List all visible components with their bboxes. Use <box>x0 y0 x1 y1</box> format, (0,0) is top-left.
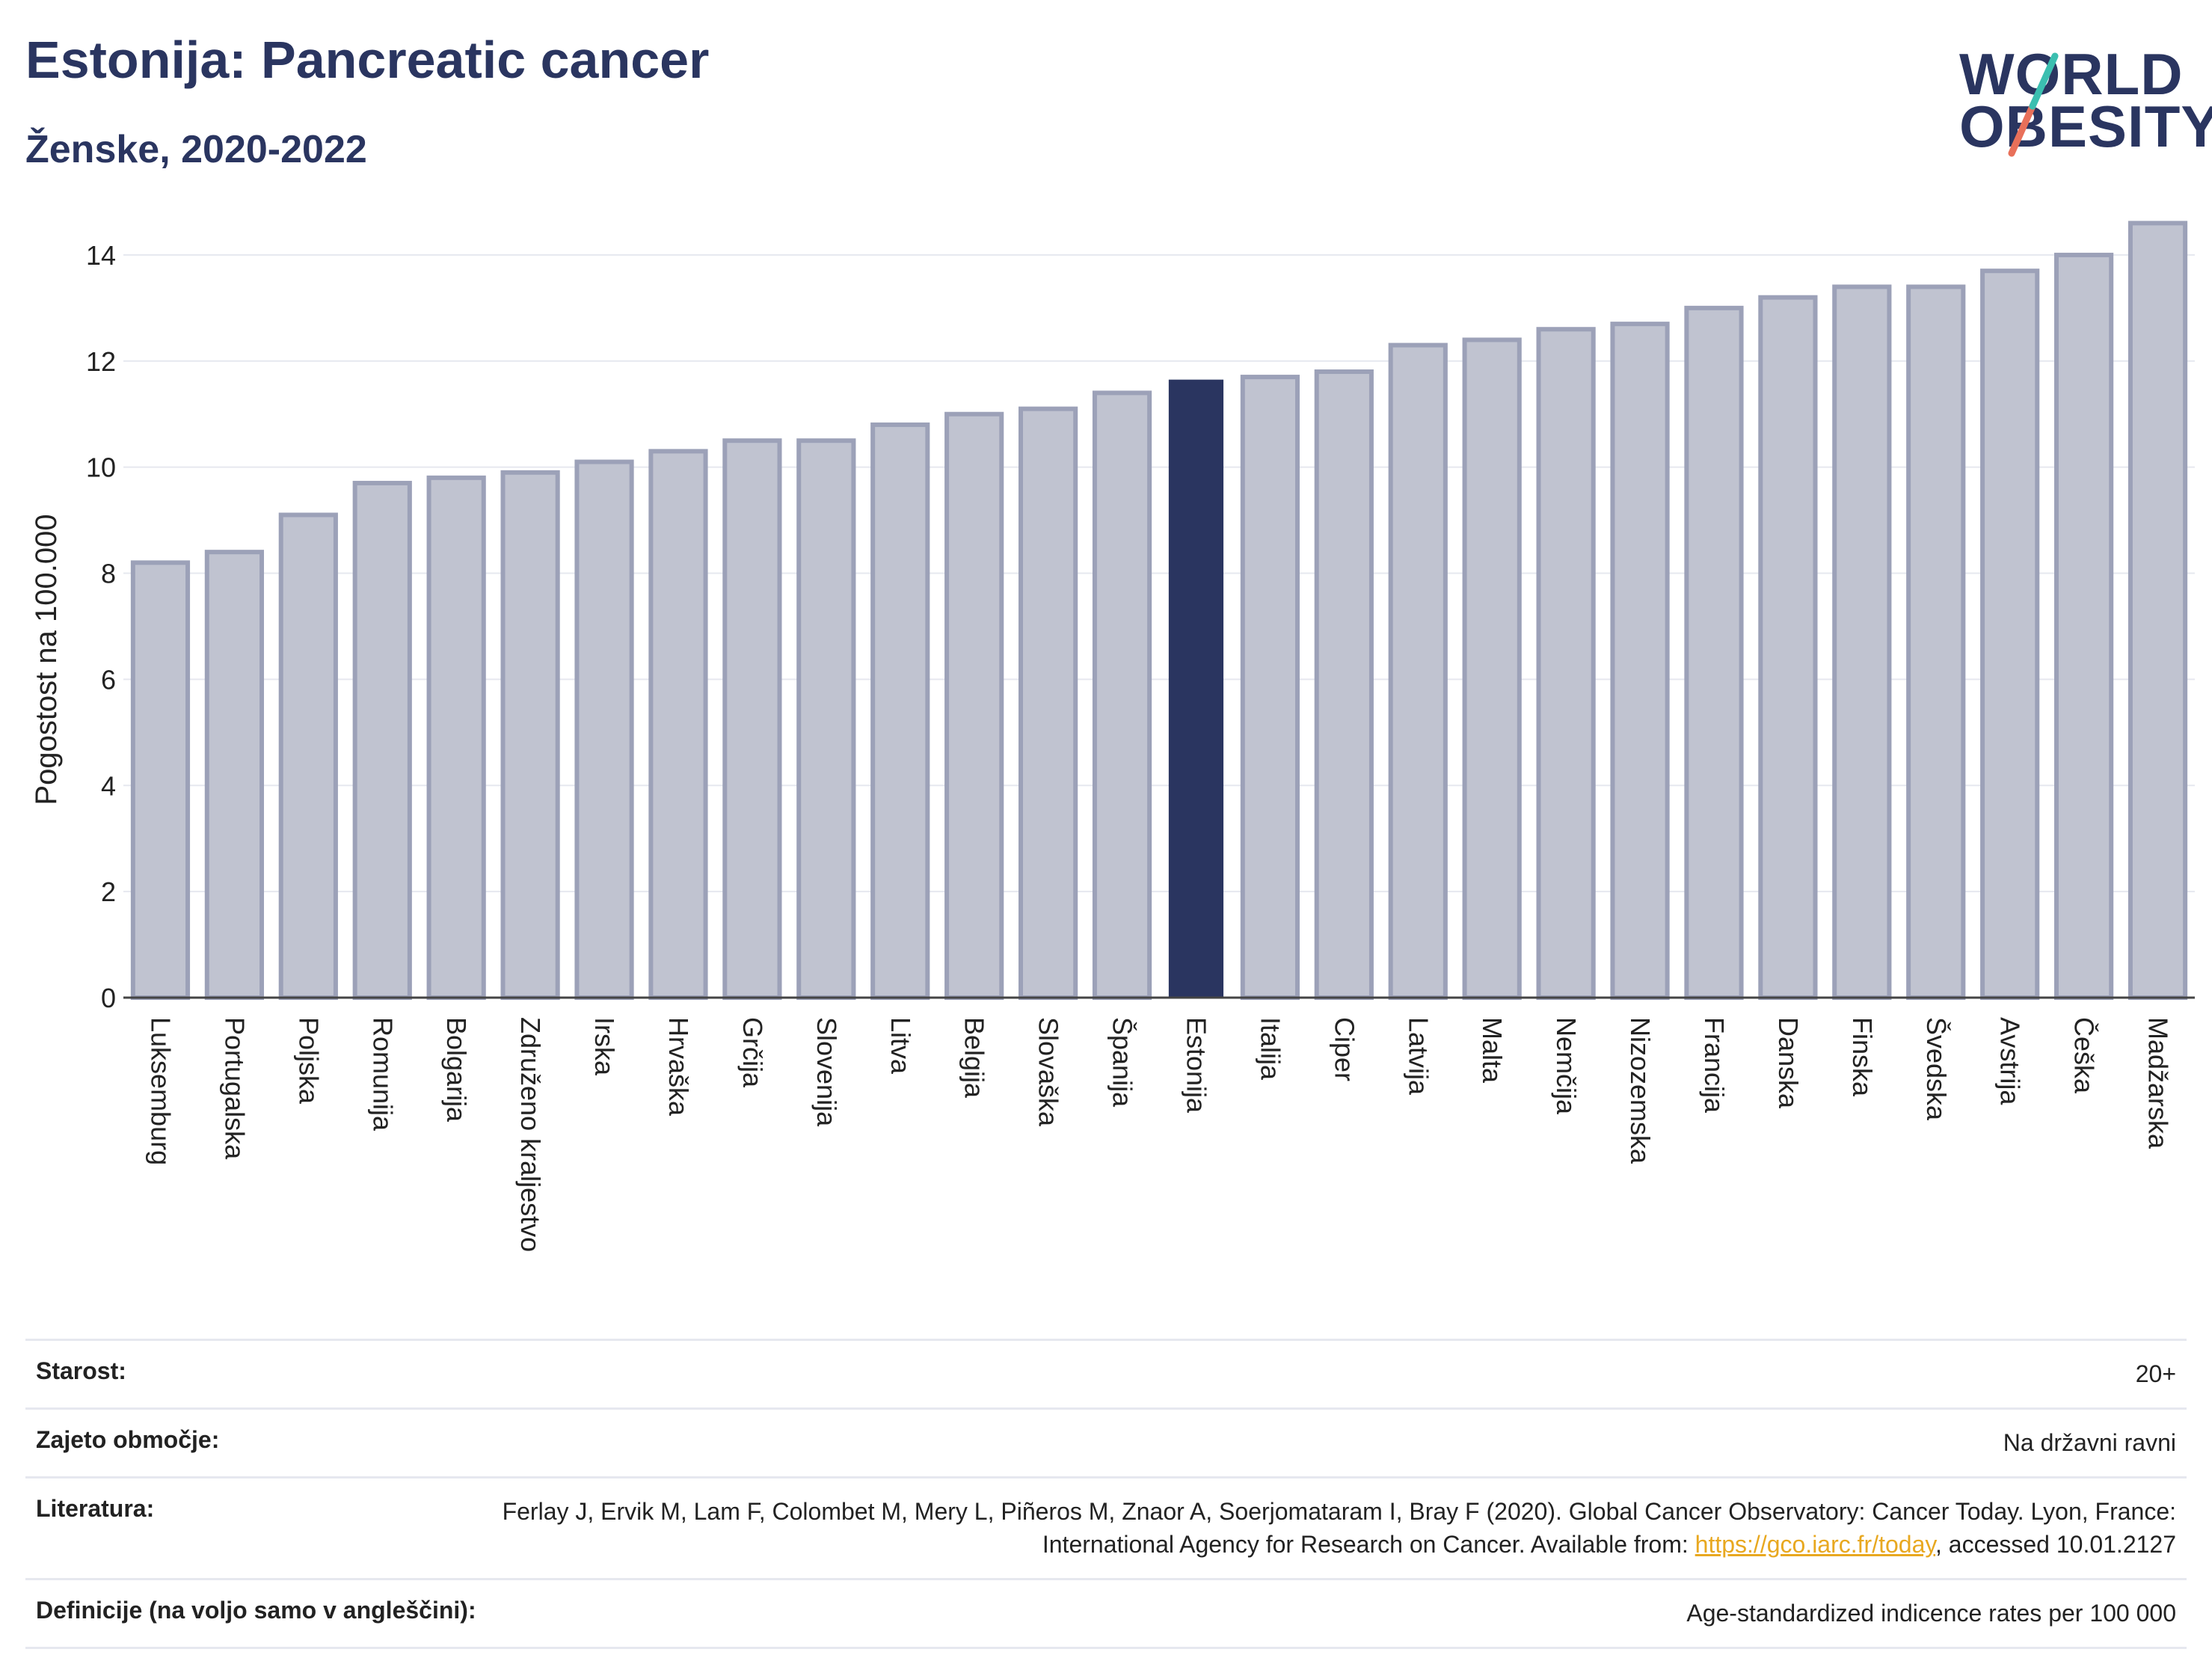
y-tick-label: 2 <box>101 876 116 907</box>
age-value: 20+ <box>2135 1360 2176 1387</box>
x-tick-label: Estonija <box>1181 1017 1211 1114</box>
x-tick-label: Nemčija <box>1551 1017 1582 1115</box>
bar-2 <box>278 512 338 1000</box>
x-tick-label: Madžarska <box>2143 1017 2174 1149</box>
bar-4 <box>426 475 486 1000</box>
x-tick-label: Danska <box>1773 1017 1804 1109</box>
x-tick-label: Romunija <box>367 1017 398 1132</box>
chart-subtitle: Ženske, 2020-2022 <box>25 128 367 171</box>
x-tick-label: Malta <box>1477 1017 1508 1084</box>
bar-19 <box>1536 327 1596 1001</box>
x-tick-label: Poljska <box>293 1017 324 1105</box>
x-tick-label: Slovaška <box>1033 1017 1064 1127</box>
bar-1 <box>204 550 264 1001</box>
x-tick-label: Ciper <box>1329 1017 1360 1081</box>
bar-5 <box>500 470 560 1000</box>
bar-24 <box>1906 284 1966 1000</box>
bar-26 <box>2054 252 2114 1000</box>
x-tick-label: Češka <box>2069 1017 2100 1094</box>
meta-row-area: Zajeto območje: Na državni ravni <box>25 1407 2187 1476</box>
x-tick-label: Portugalska <box>219 1017 250 1160</box>
bar-6 <box>574 459 634 1001</box>
y-tick-label: 14 <box>86 240 116 271</box>
age-label: Starost: <box>36 1357 126 1384</box>
bar-13 <box>1092 390 1152 1000</box>
bar-20 <box>1610 322 1670 1000</box>
x-tick-label: Italija <box>1255 1017 1285 1081</box>
bar-11 <box>944 411 1004 1000</box>
x-tick-label: Grčija <box>737 1017 768 1088</box>
references-value: Ferlay J, Ervik M, Lam F, Colombet M, Me… <box>456 1495 2176 1562</box>
bar-16 <box>1314 369 1374 1000</box>
bar-21 <box>1684 305 1744 1001</box>
x-tick-label: Hrvaška <box>663 1017 694 1117</box>
bar-15 <box>1240 375 1300 1000</box>
bar-3 <box>352 480 412 1000</box>
logo-slash-icon <box>2008 52 2059 157</box>
bar-chart: 0 2 4 6 8 10 12 14 Luksemburg Portugalska Poljska… <box>30 221 2195 1252</box>
area-value: Na državni ravni <box>2003 1428 2176 1456</box>
x-tick-label: Španija <box>1107 1017 1138 1108</box>
bar-18 <box>1462 337 1522 1000</box>
world-obesity-logo: WORLD OBESITY <box>1944 22 2212 157</box>
bar-7 <box>648 449 708 1000</box>
y-tick-label: 10 <box>86 452 116 483</box>
x-tick-label: Nizozemska <box>1625 1017 1656 1164</box>
x-tick-label: Avstrija <box>1995 1017 2026 1105</box>
x-tick-label: Latvija <box>1403 1017 1434 1096</box>
references-label: Literatura: <box>36 1494 155 1522</box>
x-tick-label: Združeno kraljestvo <box>515 1017 546 1252</box>
references-text: Ferlay J, Ervik M, Lam F, Colombet M, Me… <box>502 1497 2176 1559</box>
y-tick-label: 4 <box>101 770 116 801</box>
bar-8 <box>722 438 782 1000</box>
x-tick-label: Luksemburg <box>145 1017 176 1165</box>
metadata-table: Starost: 20+ Zajeto območje: Na državni … <box>25 1339 2187 1649</box>
bar-23 <box>1832 284 1892 1000</box>
bar-14 <box>1168 379 1224 998</box>
bar-10 <box>870 422 930 1001</box>
logo-line-2: OBESITY <box>1959 93 2212 159</box>
x-tick-label: Litva <box>885 1017 916 1075</box>
definitions-value: Age-standardized indicence rates per 100… <box>1686 1600 2176 1627</box>
y-tick-label: 0 <box>101 983 116 1013</box>
x-tick-label: Finska <box>1847 1017 1878 1097</box>
x-tick-label: Slovenija <box>811 1017 842 1127</box>
definitions-label: Definicije (na voljo samo v angleščini): <box>36 1597 476 1624</box>
chart-title: Estonija: Pancreatic cancer <box>25 31 710 89</box>
bar-9 <box>796 438 856 1000</box>
bars <box>123 221 2195 1001</box>
x-tick-label: Bolgarija <box>441 1017 472 1123</box>
area-label: Zajeto območje: <box>36 1425 220 1453</box>
bar-25 <box>1980 268 2040 1001</box>
y-axis-ticks: 0 2 4 6 8 10 12 14 <box>86 240 116 1013</box>
bar-17 <box>1388 343 1448 1000</box>
x-tick-label: Irska <box>589 1017 620 1076</box>
bar-12 <box>1019 406 1078 1000</box>
y-tick-label: 12 <box>86 346 116 377</box>
bar-27 <box>2127 221 2188 1001</box>
references-link[interactable]: https://gco.iarc.fr/today <box>1695 1531 1935 1559</box>
logo-line-1: WORLD <box>1959 41 2184 107</box>
y-tick-label: 6 <box>101 664 116 695</box>
meta-row-references: Literatura: Ferlay J, Ervik M, Lam F, Co… <box>25 1476 2187 1579</box>
bar-22 <box>1758 295 1818 1000</box>
x-tick-label: Belgija <box>959 1017 990 1099</box>
x-axis-labels: Luksemburg Portugalska Poljska Romunija Bolg… <box>145 1017 2173 1252</box>
y-axis-title: Pogostost na 100.000 <box>30 514 63 805</box>
meta-row-definitions: Definicije (na voljo samo v angleščini):… <box>25 1578 2187 1649</box>
bar-0 <box>130 560 191 1000</box>
x-tick-label: Švedska <box>1921 1017 1952 1121</box>
meta-row-age: Starost: 20+ <box>25 1339 2187 1407</box>
x-tick-label: Francija <box>1699 1017 1730 1114</box>
references-accessed: , accessed 10.01.2127 <box>1935 1531 2176 1559</box>
y-tick-label: 8 <box>101 559 116 589</box>
